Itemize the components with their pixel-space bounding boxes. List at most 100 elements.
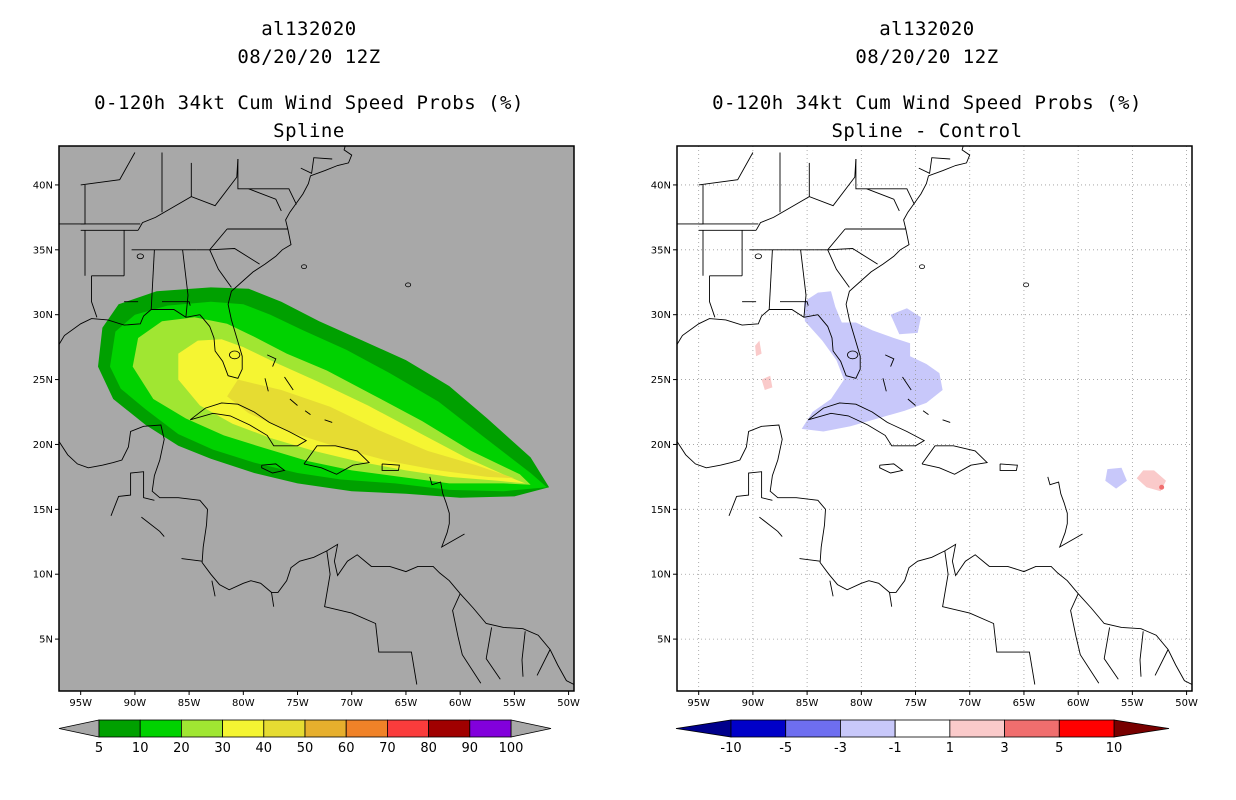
island-coastline — [324, 419, 333, 423]
latitude-tick-label: 15N — [651, 505, 671, 516]
coastline — [677, 309, 818, 345]
longitude-tick-label: 65W — [1013, 698, 1036, 709]
longitude-tick-label: 95W — [687, 698, 710, 709]
colorbar-swatch — [730, 719, 787, 738]
colorbar-swatch — [1004, 719, 1060, 738]
colorbar-swatch — [98, 719, 141, 738]
colorbar-right-arrow — [510, 719, 552, 738]
map-layer — [59, 146, 574, 685]
latitude-tick-label: 10N — [33, 570, 53, 581]
country-border — [799, 558, 821, 562]
island-chain — [429, 476, 465, 549]
map-frame — [676, 145, 1193, 692]
island-coastline — [289, 398, 298, 406]
state-border — [709, 275, 716, 318]
colorbar-swatch — [840, 719, 896, 738]
colorbar-swatch — [222, 719, 265, 738]
island-coastline — [879, 463, 904, 474]
longitude-tick-label: 85W — [796, 698, 819, 709]
lake-outline — [136, 253, 144, 260]
island-coastline — [882, 378, 887, 392]
colorbar-label: 10 — [132, 741, 149, 756]
state-border — [182, 249, 189, 318]
longitude-tick-label: 80W — [850, 698, 873, 709]
country-border — [1070, 593, 1100, 684]
colorbar-label: 40 — [256, 741, 273, 756]
lake-outline — [919, 264, 926, 270]
colorbar-label: 1 — [946, 741, 954, 756]
positive-difference-area — [1136, 470, 1166, 492]
state-border — [91, 275, 98, 318]
latitude-tick-label: 25N — [651, 375, 671, 386]
state-border — [827, 248, 878, 265]
datetime-title: 08/20/20 12Z — [855, 46, 999, 68]
state-border — [918, 157, 951, 174]
country-border — [485, 627, 501, 680]
island-coastline — [189, 402, 308, 447]
lake-outline — [754, 253, 762, 260]
island-coastline — [303, 445, 371, 475]
negative-difference-area — [801, 291, 943, 432]
colorbar-swatch — [386, 719, 429, 738]
country-border — [211, 580, 216, 597]
longitude-tick-label: 75W — [286, 698, 309, 709]
colorbar-label: 5 — [1055, 741, 1063, 756]
datetime-title: 08/20/20 12Z — [237, 46, 381, 68]
longitude-tick-label: 70W — [340, 698, 363, 709]
colorbar-label: 100 — [499, 741, 524, 756]
colorbar-swatch — [139, 719, 182, 738]
country-border — [942, 550, 1036, 685]
lake-outline — [847, 350, 859, 360]
country-border — [452, 593, 482, 684]
island-coastline — [885, 354, 895, 367]
colorbar-label: 30 — [214, 741, 231, 756]
island-coastline — [381, 463, 400, 471]
island-coastline — [921, 445, 989, 475]
state-border — [300, 157, 333, 174]
lake-outline — [405, 282, 412, 288]
country-border — [324, 550, 418, 685]
colorbar-swatch — [949, 719, 1005, 738]
longitude-tick-label: 55W — [503, 698, 526, 709]
latitude-tick-label: 30N — [33, 310, 53, 321]
state-border — [209, 249, 232, 288]
country-border — [1154, 649, 1169, 676]
coastline — [817, 146, 971, 379]
colorbar-swatch — [1058, 719, 1115, 738]
island-coastline — [807, 402, 926, 447]
state-border — [248, 188, 282, 212]
coastline — [59, 344, 574, 685]
colorbar-swatch — [263, 719, 306, 738]
island-chain — [1047, 476, 1083, 549]
state-border — [237, 159, 297, 205]
longitude-tick-label: 50W — [1175, 698, 1198, 709]
longitude-tick-label: 70W — [958, 698, 981, 709]
state-border — [768, 249, 773, 310]
coastline — [199, 146, 353, 379]
latitude-tick-label: 35N — [33, 245, 53, 256]
longitude-tick-label: 80W — [232, 698, 255, 709]
colorbar-swatch — [428, 719, 471, 738]
latitude-tick-label: 30N — [651, 310, 671, 321]
longitude-tick-label: 90W — [742, 698, 765, 709]
state-border — [162, 301, 191, 306]
country-border — [728, 471, 773, 516]
colorbar-label: 5 — [95, 741, 103, 756]
country-border — [829, 580, 834, 597]
state-border — [855, 159, 915, 205]
colorbar-label: -1 — [889, 741, 902, 756]
latitude-tick-label: 5N — [39, 635, 53, 646]
colorbar-left-arrow — [675, 719, 732, 738]
subtitle: Spline - Control — [831, 120, 1023, 142]
longitude-tick-label: 65W — [395, 698, 418, 709]
map-layer — [677, 146, 1192, 691]
longitude-tick-label: 55W — [1121, 698, 1144, 709]
colorbar-label: 60 — [338, 741, 355, 756]
colorbar-label: -5 — [779, 741, 792, 756]
country-border — [271, 592, 275, 607]
colorbar-swatch — [785, 719, 841, 738]
island-coastline — [304, 410, 311, 415]
longitude-tick-label: 60W — [1067, 698, 1090, 709]
latitude-tick-label: 5N — [657, 635, 671, 646]
country-border — [1139, 631, 1144, 677]
